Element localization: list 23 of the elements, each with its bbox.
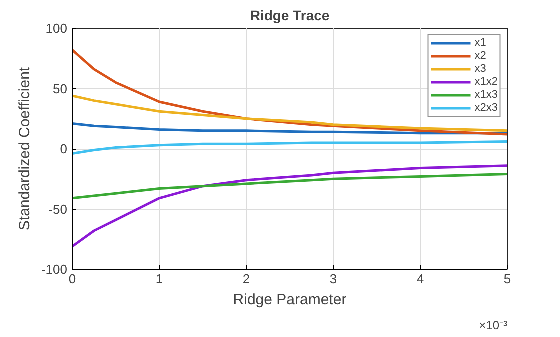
legend-label: x1 (474, 37, 488, 49)
y-tick-label: 0 (60, 142, 68, 156)
x-tick-label: 4 (416, 272, 424, 286)
line-series (72, 173, 508, 200)
x-tick-label: 2 (242, 272, 250, 286)
legend-label: x2 (474, 50, 488, 62)
line-series (72, 140, 508, 156)
x-axis-title: Ridge Parameter (233, 292, 347, 308)
x-tick-label: 1 (156, 272, 164, 286)
text: ×10⁻³ (479, 318, 508, 332)
x-tick-label: 5 (504, 272, 512, 286)
y-tick-label: 50 (53, 81, 68, 96)
y-tick-label: -50 (48, 202, 68, 217)
line-series (72, 164, 508, 248)
y-tick-label: 100 (46, 21, 68, 36)
x-tick-label: 3 (330, 272, 338, 286)
y-axis-title: Standardized Coefficient (16, 66, 34, 231)
legend-label: x1x3 (474, 89, 498, 101)
legend-label: x1x2 (474, 76, 498, 88)
legend-label: x3 (474, 63, 488, 75)
legend-label: x2x3 (474, 102, 498, 114)
chart-title: Ridge Trace (250, 8, 330, 24)
y-tick-label: -100 (41, 262, 68, 277)
